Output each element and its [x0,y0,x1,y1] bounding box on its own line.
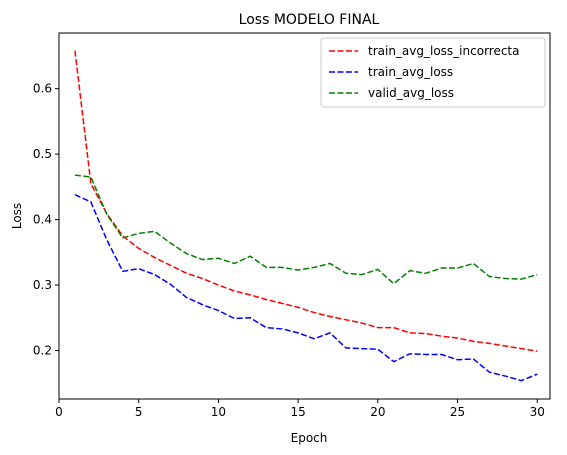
y-tick-label: 0.3 [33,278,52,292]
series-line-valid-avg-loss [74,174,538,285]
y-tick-label: 0.4 [33,213,52,227]
x-tick-label: 15 [290,405,305,419]
x-tick-label: 10 [211,405,226,419]
x-tick-label: 5 [135,405,143,419]
y-tick-label: 0.6 [33,82,52,96]
x-tick-label: 25 [450,405,465,419]
chart-title: Loss MODELO FINAL [239,12,380,28]
x-tick-label: 20 [370,405,385,419]
y-axis-label: Loss [10,203,24,229]
legend: train_avg_loss_incorrecta train_avg_lossv… [320,37,546,108]
y-tick-label: 0.2 [33,344,52,358]
legend-label: train_avg_loss [368,65,453,79]
series-line-train-avg-loss [74,194,538,382]
x-tick-label: 0 [55,405,63,419]
x-axis-label: Epoch [291,431,328,445]
plot-frame [58,32,551,400]
y-tick-label: 0.5 [33,147,52,161]
series-line-train-avg-loss-incorrecta [74,50,538,352]
legend-label: valid_avg_loss [368,86,454,100]
legend-frame [320,37,546,108]
x-tick-label: 30 [530,405,545,419]
legend-label: train_avg_loss_incorrecta [368,44,520,58]
